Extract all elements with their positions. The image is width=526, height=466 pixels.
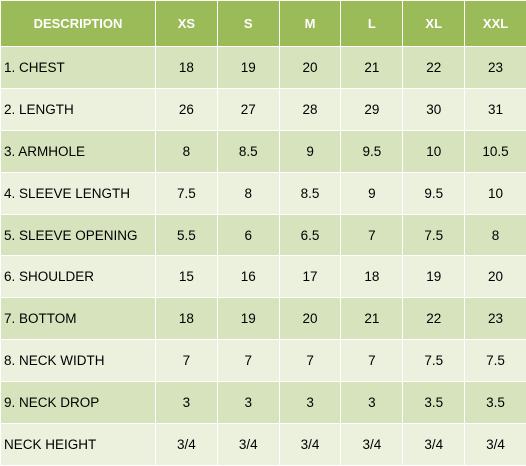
header-row: DESCRIPTION XS S M L XL XXL — [1, 1, 526, 47]
table-row: 5. SLEEVE OPENING 5.5 6 6.5 7 7.5 8 — [1, 214, 526, 256]
row-description: 6. SHOULDER — [1, 256, 156, 298]
row-description: 3. ARMHOLE — [1, 130, 156, 172]
row-description: 1. CHEST — [1, 47, 156, 89]
size-value-cell: 15 — [156, 256, 218, 298]
size-value-cell: 3.5 — [465, 382, 526, 424]
size-value-cell: 10 — [403, 130, 465, 172]
size-value-cell: 17 — [279, 256, 341, 298]
size-value-cell: 7 — [279, 340, 341, 382]
size-value-cell: 6.5 — [279, 214, 341, 256]
row-description: 5. SLEEVE OPENING — [1, 214, 156, 256]
size-value-cell: 22 — [403, 47, 465, 89]
size-value-cell: 3 — [156, 382, 218, 424]
size-value-cell: 26 — [156, 88, 218, 130]
row-description: 9. NECK DROP — [1, 382, 156, 424]
size-value-cell: 7.5 — [403, 214, 465, 256]
size-value-cell: 8 — [156, 130, 218, 172]
size-value-cell: 3/4 — [279, 424, 341, 466]
header-size-xxl: XXL — [465, 1, 526, 47]
size-value-cell: 3/4 — [341, 424, 403, 466]
size-value-cell: 5.5 — [156, 214, 218, 256]
size-value-cell: 8 — [465, 214, 526, 256]
size-value-cell: 19 — [217, 47, 279, 89]
table-row: 2. LENGTH 26 27 28 29 30 31 — [1, 88, 526, 130]
size-value-cell: 8.5 — [217, 130, 279, 172]
size-value-cell: 29 — [341, 88, 403, 130]
size-value-cell: 9 — [279, 130, 341, 172]
table-row: 8. NECK WIDTH 7 7 7 7 7.5 7.5 — [1, 340, 526, 382]
row-description: 8. NECK WIDTH — [1, 340, 156, 382]
size-value-cell: 18 — [156, 47, 218, 89]
size-value-cell: 3.5 — [403, 382, 465, 424]
header-size-xl: XL — [403, 1, 465, 47]
size-value-cell: 3 — [279, 382, 341, 424]
size-value-cell: 7.5 — [465, 340, 526, 382]
size-value-cell: 8 — [217, 172, 279, 214]
row-description: 7. BOTTOM — [1, 298, 156, 340]
size-value-cell: 7 — [217, 340, 279, 382]
row-description: 2. LENGTH — [1, 88, 156, 130]
size-value-cell: 7.5 — [156, 172, 218, 214]
header-size-xs: XS — [156, 1, 218, 47]
size-value-cell: 27 — [217, 88, 279, 130]
table-row: 4. SLEEVE LENGTH 7.5 8 8.5 9 9.5 10 — [1, 172, 526, 214]
table-row: 7. BOTTOM 18 19 20 21 22 23 — [1, 298, 526, 340]
size-value-cell: 6 — [217, 214, 279, 256]
size-value-cell: 31 — [465, 88, 526, 130]
size-value-cell: 16 — [217, 256, 279, 298]
table-row: 9. NECK DROP 3 3 3 3 3.5 3.5 — [1, 382, 526, 424]
size-value-cell: 18 — [156, 298, 218, 340]
header-size-l: L — [341, 1, 403, 47]
table-row: 1. CHEST 18 19 20 21 22 23 — [1, 47, 526, 89]
size-value-cell: 7.5 — [403, 340, 465, 382]
header-size-m: M — [279, 1, 341, 47]
size-value-cell: 7 — [341, 214, 403, 256]
size-value-cell: 20 — [279, 298, 341, 340]
size-value-cell: 8.5 — [279, 172, 341, 214]
row-description: 4. SLEEVE LENGTH — [1, 172, 156, 214]
table-row: 3. ARMHOLE 8 8.5 9 9.5 10 10.5 — [1, 130, 526, 172]
size-value-cell: 19 — [403, 256, 465, 298]
size-value-cell: 9.5 — [341, 130, 403, 172]
size-value-cell: 10.5 — [465, 130, 526, 172]
size-value-cell: 23 — [465, 298, 526, 340]
size-value-cell: 20 — [279, 47, 341, 89]
size-value-cell: 21 — [341, 298, 403, 340]
size-value-cell: 7 — [156, 340, 218, 382]
size-value-cell: 10 — [465, 172, 526, 214]
size-value-cell: 20 — [465, 256, 526, 298]
size-value-cell: 22 — [403, 298, 465, 340]
size-value-cell: 18 — [341, 256, 403, 298]
size-value-cell: 19 — [217, 298, 279, 340]
table-header: DESCRIPTION XS S M L XL XXL — [1, 1, 526, 47]
header-size-s: S — [217, 1, 279, 47]
size-value-cell: 3 — [341, 382, 403, 424]
size-value-cell: 9 — [341, 172, 403, 214]
row-description: NECK HEIGHT — [1, 424, 156, 466]
size-value-cell: 3/4 — [465, 424, 526, 466]
size-value-cell: 28 — [279, 88, 341, 130]
size-value-cell: 3/4 — [403, 424, 465, 466]
size-value-cell: 7 — [341, 340, 403, 382]
table-row: 6. SHOULDER 15 16 17 18 19 20 — [1, 256, 526, 298]
size-value-cell: 30 — [403, 88, 465, 130]
table-row: NECK HEIGHT 3/4 3/4 3/4 3/4 3/4 3/4 — [1, 424, 526, 466]
size-value-cell: 3/4 — [217, 424, 279, 466]
size-value-cell: 3 — [217, 382, 279, 424]
header-description: DESCRIPTION — [1, 1, 156, 47]
size-value-cell: 23 — [465, 47, 526, 89]
table-body: 1. CHEST 18 19 20 21 22 23 2. LENGTH 26 … — [1, 47, 526, 466]
size-value-cell: 21 — [341, 47, 403, 89]
size-value-cell: 3/4 — [156, 424, 218, 466]
size-value-cell: 9.5 — [403, 172, 465, 214]
